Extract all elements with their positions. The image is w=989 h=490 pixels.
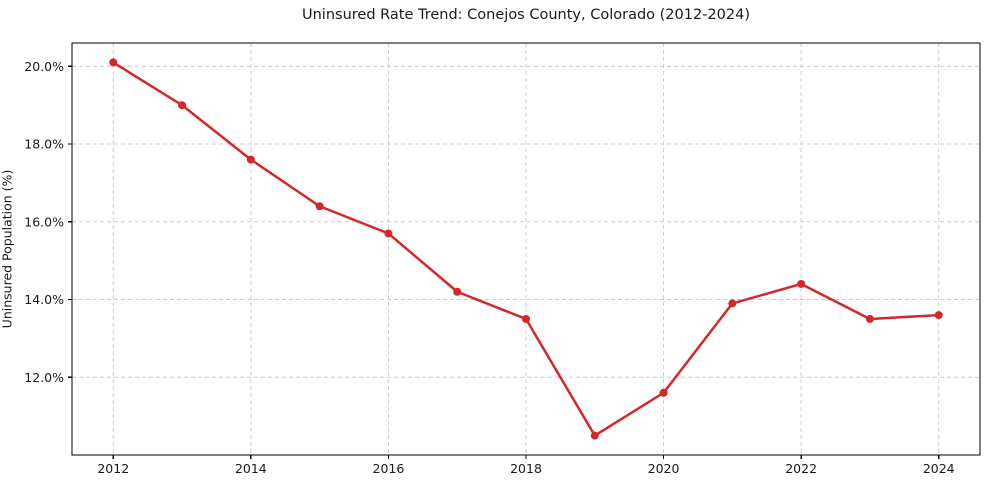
y-tick-label: 14.0% xyxy=(24,292,64,307)
data-point xyxy=(109,58,118,67)
data-point xyxy=(659,388,668,397)
data-point xyxy=(453,287,462,296)
x-tick-label: 2020 xyxy=(648,461,680,476)
x-tick-label: 2024 xyxy=(923,461,955,476)
data-point xyxy=(590,431,599,440)
y-tick-label: 12.0% xyxy=(24,370,64,385)
y-tick-label: 20.0% xyxy=(24,59,64,74)
data-point xyxy=(934,311,943,320)
x-tick-label: 2016 xyxy=(373,461,405,476)
data-point xyxy=(865,314,874,323)
x-tick-label: 2018 xyxy=(510,461,542,476)
x-tick-label: 2022 xyxy=(785,461,817,476)
data-point xyxy=(246,155,255,164)
data-point xyxy=(315,202,324,211)
data-point xyxy=(797,279,806,288)
data-point xyxy=(522,314,530,323)
x-tick-label: 2012 xyxy=(97,461,129,476)
chart-title: Uninsured Rate Trend: Conejos County, Co… xyxy=(302,7,750,23)
x-tick-label: 2014 xyxy=(235,461,267,476)
y-tick-label: 16.0% xyxy=(24,214,64,229)
data-point xyxy=(728,299,737,308)
y-tick-label: 18.0% xyxy=(24,137,64,152)
data-point xyxy=(384,229,393,238)
data-point xyxy=(178,101,187,110)
